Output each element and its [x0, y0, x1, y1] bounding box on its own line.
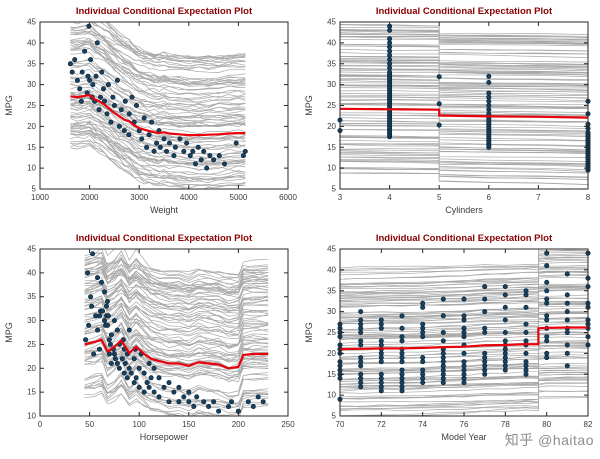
- y-tick-label: 30: [327, 80, 336, 89]
- x-tick-label: 6000: [279, 193, 297, 202]
- x-tick-label: 150: [182, 420, 196, 429]
- y-tick-label: 15: [327, 143, 336, 152]
- axes-box: [39, 248, 289, 417]
- y-tick-label: 25: [27, 340, 36, 349]
- x-axis-label: Model Year: [441, 432, 486, 442]
- x-tick-label: 70: [336, 420, 345, 429]
- x-tick-label: 8: [586, 193, 591, 202]
- scatter-points: [67, 23, 248, 171]
- y-tick-label: 40: [327, 38, 336, 47]
- x-axis-label: Weight: [150, 205, 178, 215]
- y-tick-label: 5: [332, 185, 337, 194]
- y-tick-label: 35: [327, 59, 336, 68]
- y-tick-label: 30: [327, 307, 336, 316]
- pdp-line: [70, 93, 246, 137]
- y-tick-label: 10: [27, 412, 36, 421]
- y-tick-label: 35: [27, 292, 36, 301]
- chart-title: Individual Conditional Expectation Plot: [376, 233, 553, 244]
- chart-svg-weight: 1000 2000 3000 4000 5000 6000 5 10 15 20 25 30 35 40 4…: [4, 6, 297, 215]
- x-tick-label: 82: [584, 420, 593, 429]
- subplot-weight-mpg: 1000 2000 3000 4000 5000 6000 5 10 15 20 25 30 35 40 4…: [0, 0, 300, 227]
- subplot-horsepower-mpg: 0 50 100 150 200 250 10 15 20 25 30 35 40 45 Horsepowe…: [0, 227, 300, 454]
- y-tick-label: 5: [332, 412, 337, 421]
- chart-svg-cylinders: 3 4 5 6 7 851015202530354045CylindersMPGIndiv…: [304, 6, 591, 215]
- x-tick-label: 72: [377, 420, 386, 429]
- x-tick-label: 1000: [31, 193, 49, 202]
- y-tick-label: 40: [27, 38, 36, 47]
- x-tick-label: 80: [542, 420, 551, 429]
- y-tick-label: 10: [327, 164, 336, 173]
- x-tick-label: 74: [418, 420, 427, 429]
- scatter-points: [83, 251, 266, 414]
- y-axis-label: MPG: [304, 322, 314, 343]
- x-tick-label: 200: [232, 420, 246, 429]
- chart-svg-model-year: 70 72 74 76 78 80 82 5 10 15 20 25 30 35 40 45 Model Yea…: [304, 233, 593, 442]
- y-axis-label: MPG: [4, 95, 14, 116]
- x-axis-label: Horsepower: [140, 432, 189, 442]
- y-tick-label: 45: [327, 18, 336, 27]
- x-tick-label: 3000: [130, 193, 148, 202]
- x-tick-label: 3: [338, 193, 343, 202]
- y-tick-label: 5: [32, 185, 37, 194]
- y-tick-label: 35: [27, 59, 36, 68]
- y-tick-label: 10: [27, 164, 36, 173]
- x-tick-label: 4000: [180, 193, 198, 202]
- x-tick-label: 5: [437, 193, 442, 202]
- chart-title: Individual Conditional Expectation Plot: [76, 233, 253, 244]
- y-tick-label: 20: [327, 349, 336, 358]
- y-tick-label: 45: [27, 18, 36, 27]
- y-tick-label: 30: [27, 316, 36, 325]
- x-tick-label: 2000: [81, 193, 99, 202]
- x-tick-label: 250: [281, 420, 295, 429]
- x-tick-label: 4: [387, 193, 392, 202]
- x-axis-label: Cylinders: [445, 205, 483, 215]
- chart-title: Individual Conditional Expectation Plot: [376, 6, 553, 17]
- chart-svg-horsepower: 0 50 100 150 200 250 10 15 20 25 30 35 40 45 Horsepowe…: [4, 233, 295, 442]
- x-tick-label: 50: [85, 420, 94, 429]
- x-tick-label: 100: [133, 420, 147, 429]
- y-tick-label: 35: [327, 286, 336, 295]
- y-tick-label: 10: [327, 391, 336, 400]
- y-tick-label: 15: [327, 370, 336, 379]
- x-tick-label: 76: [460, 420, 469, 429]
- pdp-line: [339, 107, 589, 119]
- y-tick-label: 30: [27, 80, 36, 89]
- y-tick-label: 20: [27, 364, 36, 373]
- subplot-cylinders-mpg: 3 4 5 6 7 8 5 10 15 20 25 30 35 40 45 Cylinders MPG Indiv…: [300, 0, 600, 227]
- subplot-model-year-mpg: 70 72 74 76 78 80 82 5 10 15 20 25 30 35 40 45 Model Yea…: [300, 227, 600, 454]
- x-tick-label: 6: [487, 193, 492, 202]
- y-tick-label: 25: [27, 101, 36, 110]
- chart-title: Individual Conditional Expectation Plot: [76, 6, 253, 17]
- y-tick-label: 45: [327, 245, 336, 254]
- x-tick-label: 78: [501, 420, 510, 429]
- y-tick-label: 25: [327, 101, 336, 110]
- y-axis-label: MPG: [4, 322, 14, 343]
- y-tick-label: 20: [27, 122, 36, 131]
- y-tick-label: 15: [27, 388, 36, 397]
- y-tick-label: 25: [327, 328, 336, 337]
- y-tick-label: 15: [27, 143, 36, 152]
- pdp-line: [84, 338, 269, 370]
- x-tick-label: 7: [536, 193, 541, 202]
- x-tick-label: 5000: [230, 193, 248, 202]
- pdp-line: [339, 326, 588, 351]
- y-tick-label: 40: [27, 268, 36, 277]
- y-axis-label: MPG: [304, 95, 314, 116]
- watermark: 知乎 @haitao: [504, 432, 594, 448]
- x-tick-label: 0: [38, 420, 43, 429]
- y-tick-label: 45: [27, 245, 36, 254]
- y-tick-label: 40: [327, 265, 336, 274]
- y-tick-label: 20: [327, 122, 336, 131]
